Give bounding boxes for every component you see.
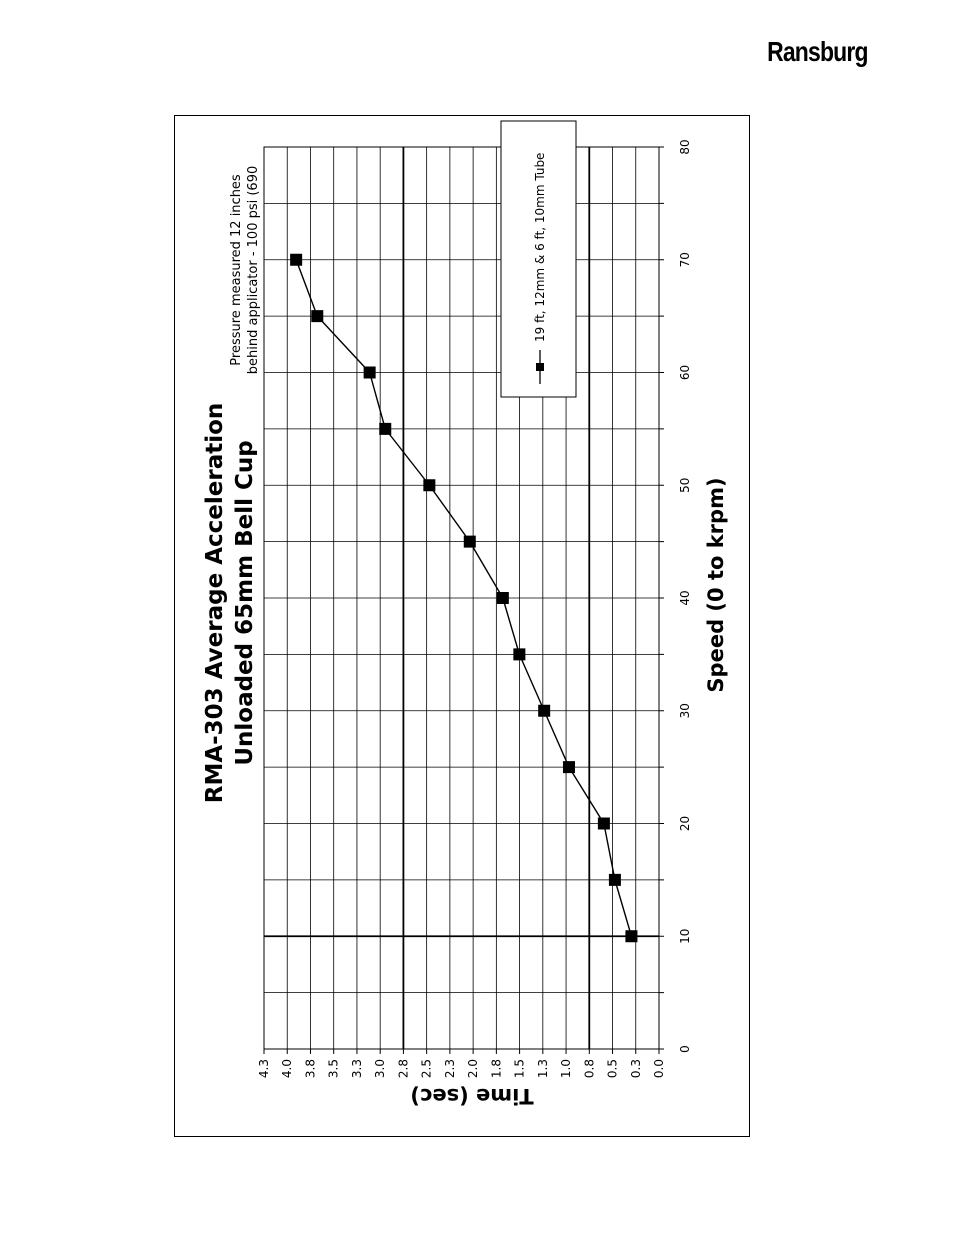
x-tick-label: 20 bbox=[678, 816, 692, 831]
y-tick-label: 0.0 bbox=[652, 1059, 666, 1078]
legend-marker-swatch bbox=[536, 363, 544, 371]
data-marker bbox=[538, 704, 551, 717]
y-tick-label: 1.0 bbox=[559, 1059, 573, 1078]
x-tick-label: 40 bbox=[678, 590, 692, 605]
data-marker bbox=[290, 253, 303, 266]
tick-label-layer: 0.0 0.3 0.5 0.8 1.0 1.3 1.5 1.8 2.0 2.3 2.5 2.8 3.0 3… bbox=[257, 139, 692, 1078]
y-tick-label: 3.5 bbox=[327, 1059, 341, 1078]
y-tick-label: 4.3 bbox=[257, 1059, 271, 1078]
data-marker bbox=[311, 310, 324, 323]
y-tick-label: 1.8 bbox=[489, 1059, 503, 1078]
data-marker bbox=[513, 648, 526, 661]
data-marker bbox=[625, 930, 638, 943]
annotation-line-1: Pressure measured 12 inches bbox=[229, 174, 244, 366]
y-tick-label: 4.0 bbox=[280, 1059, 294, 1078]
y-tick-label: 0.5 bbox=[606, 1059, 620, 1078]
x-tick-label: 70 bbox=[678, 252, 692, 267]
y-tick-label: 2.5 bbox=[420, 1059, 434, 1078]
x-tick-label: 0 bbox=[678, 1045, 692, 1053]
chart-title: RMA-303 Average Acceleration bbox=[202, 403, 228, 804]
y-tick-label: 1.3 bbox=[536, 1059, 550, 1078]
x-tick-label: 10 bbox=[678, 929, 692, 944]
x-tick-label: 30 bbox=[678, 703, 692, 718]
y-tick-label: 0.3 bbox=[629, 1059, 643, 1078]
annotation-line-2: behind applicator - 100 psi (690 bbox=[246, 166, 261, 374]
legend: 19 ft, 12mm & 6 ft, 10mm Tube bbox=[500, 120, 577, 398]
legend-series-label: 19 ft, 12mm & 6 ft, 10mm Tube bbox=[533, 153, 547, 342]
y-tick-label: 2.3 bbox=[443, 1059, 457, 1078]
data-marker bbox=[608, 873, 621, 886]
x-axis-label: Speed (0 to krpm) bbox=[704, 477, 728, 692]
y-tick-label: 0.8 bbox=[582, 1059, 596, 1078]
x-tick-label: 80 bbox=[678, 139, 692, 154]
y-tick-label: 2.8 bbox=[396, 1059, 410, 1078]
chart-subtitle: Unloaded 65mm Bell Cup bbox=[232, 440, 258, 765]
brand-logo: Ransburg bbox=[767, 36, 868, 67]
grid bbox=[263, 146, 664, 1054]
data-marker bbox=[463, 535, 476, 548]
data-marker bbox=[597, 817, 610, 830]
x-tick-label: 50 bbox=[678, 478, 692, 493]
y-tick-label: 3.3 bbox=[350, 1059, 364, 1078]
y-tick-label: 2.0 bbox=[466, 1059, 480, 1078]
legend-box bbox=[500, 120, 577, 398]
data-marker bbox=[562, 761, 575, 774]
y-axis-label: Time (sec) bbox=[410, 1084, 533, 1108]
data-marker bbox=[379, 422, 392, 435]
data-marker bbox=[423, 479, 436, 492]
data-marker-layer bbox=[290, 253, 638, 943]
y-tick-label: 1.5 bbox=[513, 1059, 527, 1078]
y-tick-label: 3.8 bbox=[303, 1059, 317, 1078]
data-marker bbox=[363, 366, 376, 379]
y-tick-label: 3.0 bbox=[373, 1059, 387, 1078]
x-tick-label: 60 bbox=[678, 365, 692, 380]
data-marker bbox=[496, 592, 509, 604]
chart-frame bbox=[174, 115, 750, 1137]
